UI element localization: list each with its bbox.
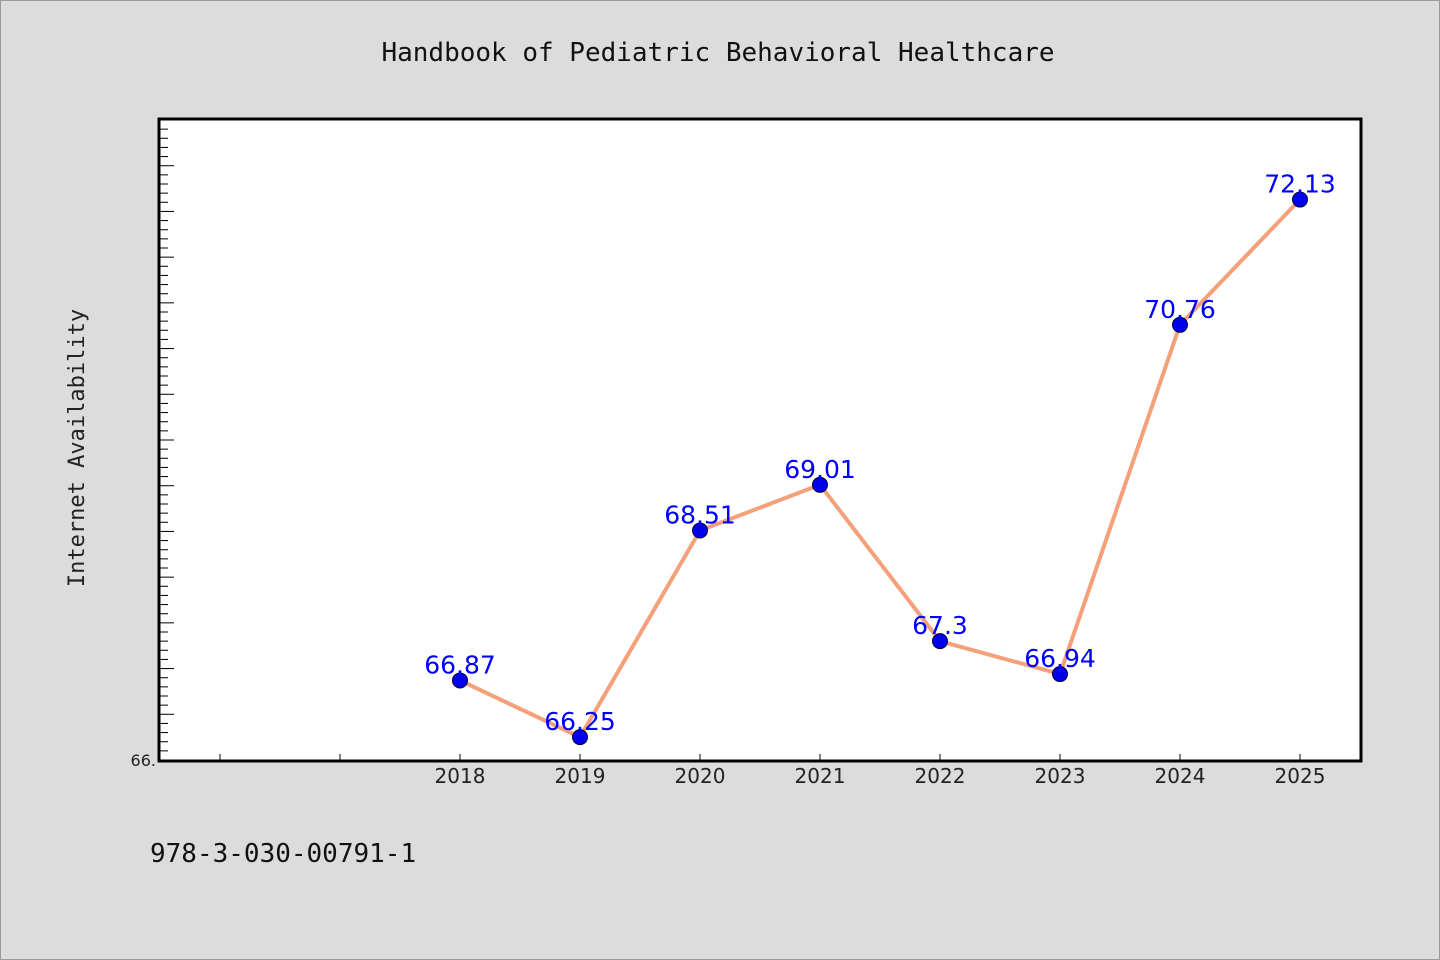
series-line	[458, 197, 1302, 740]
x-tick-label-2023: 2023	[1035, 764, 1086, 788]
chart-title: Handbook of Pediatric Behavioral Healthc…	[381, 38, 1054, 68]
isbn-code: 978-3-030-00791-1	[150, 839, 416, 869]
data-label-2024: 70.76	[1144, 295, 1216, 324]
data-label-2025: 72.13	[1264, 170, 1336, 199]
data-label-2021: 69.01	[784, 455, 856, 484]
x-axis-ticks: 2018 2019 2020 2021 2022 2023 2024 2025	[219, 754, 1326, 788]
data-label-2019: 66.25	[544, 707, 616, 736]
data-label-2018: 66.87	[424, 650, 496, 679]
x-tick-label-2021: 2021	[795, 764, 846, 788]
x-tick-label-2020: 2020	[675, 764, 726, 788]
y-axis-label: Internet Availability	[65, 309, 90, 587]
x-tick-label-2019: 2019	[555, 764, 606, 788]
data-point-2022	[932, 633, 948, 650]
y-tick-label: 66.	[131, 751, 156, 770]
data-point-2025	[1292, 191, 1308, 208]
data-label-2020: 68.51	[664, 501, 736, 530]
y-axis-ticks: 66.	[131, 119, 174, 770]
plot-area	[157, 117, 1363, 763]
data-label-2023: 66.94	[1024, 644, 1096, 673]
x-tick-label-2024: 2024	[1155, 764, 1206, 788]
series-layer: 66.87 66.25 68.51 69.01 67.3 66.94 70.76 72.13	[424, 170, 1336, 746]
x-tick-label-2022: 2022	[915, 764, 966, 788]
x-tick-label-2025: 2025	[1275, 764, 1326, 788]
data-point-2018	[452, 672, 468, 689]
data-point-2023	[1052, 666, 1068, 683]
data-point-2020	[692, 522, 708, 539]
x-tick-label-2018: 2018	[435, 764, 486, 788]
data-label-2022: 67.3	[912, 611, 968, 640]
data-point-2019	[572, 729, 588, 746]
data-point-2024	[1172, 316, 1188, 333]
data-point-2021	[812, 476, 828, 493]
